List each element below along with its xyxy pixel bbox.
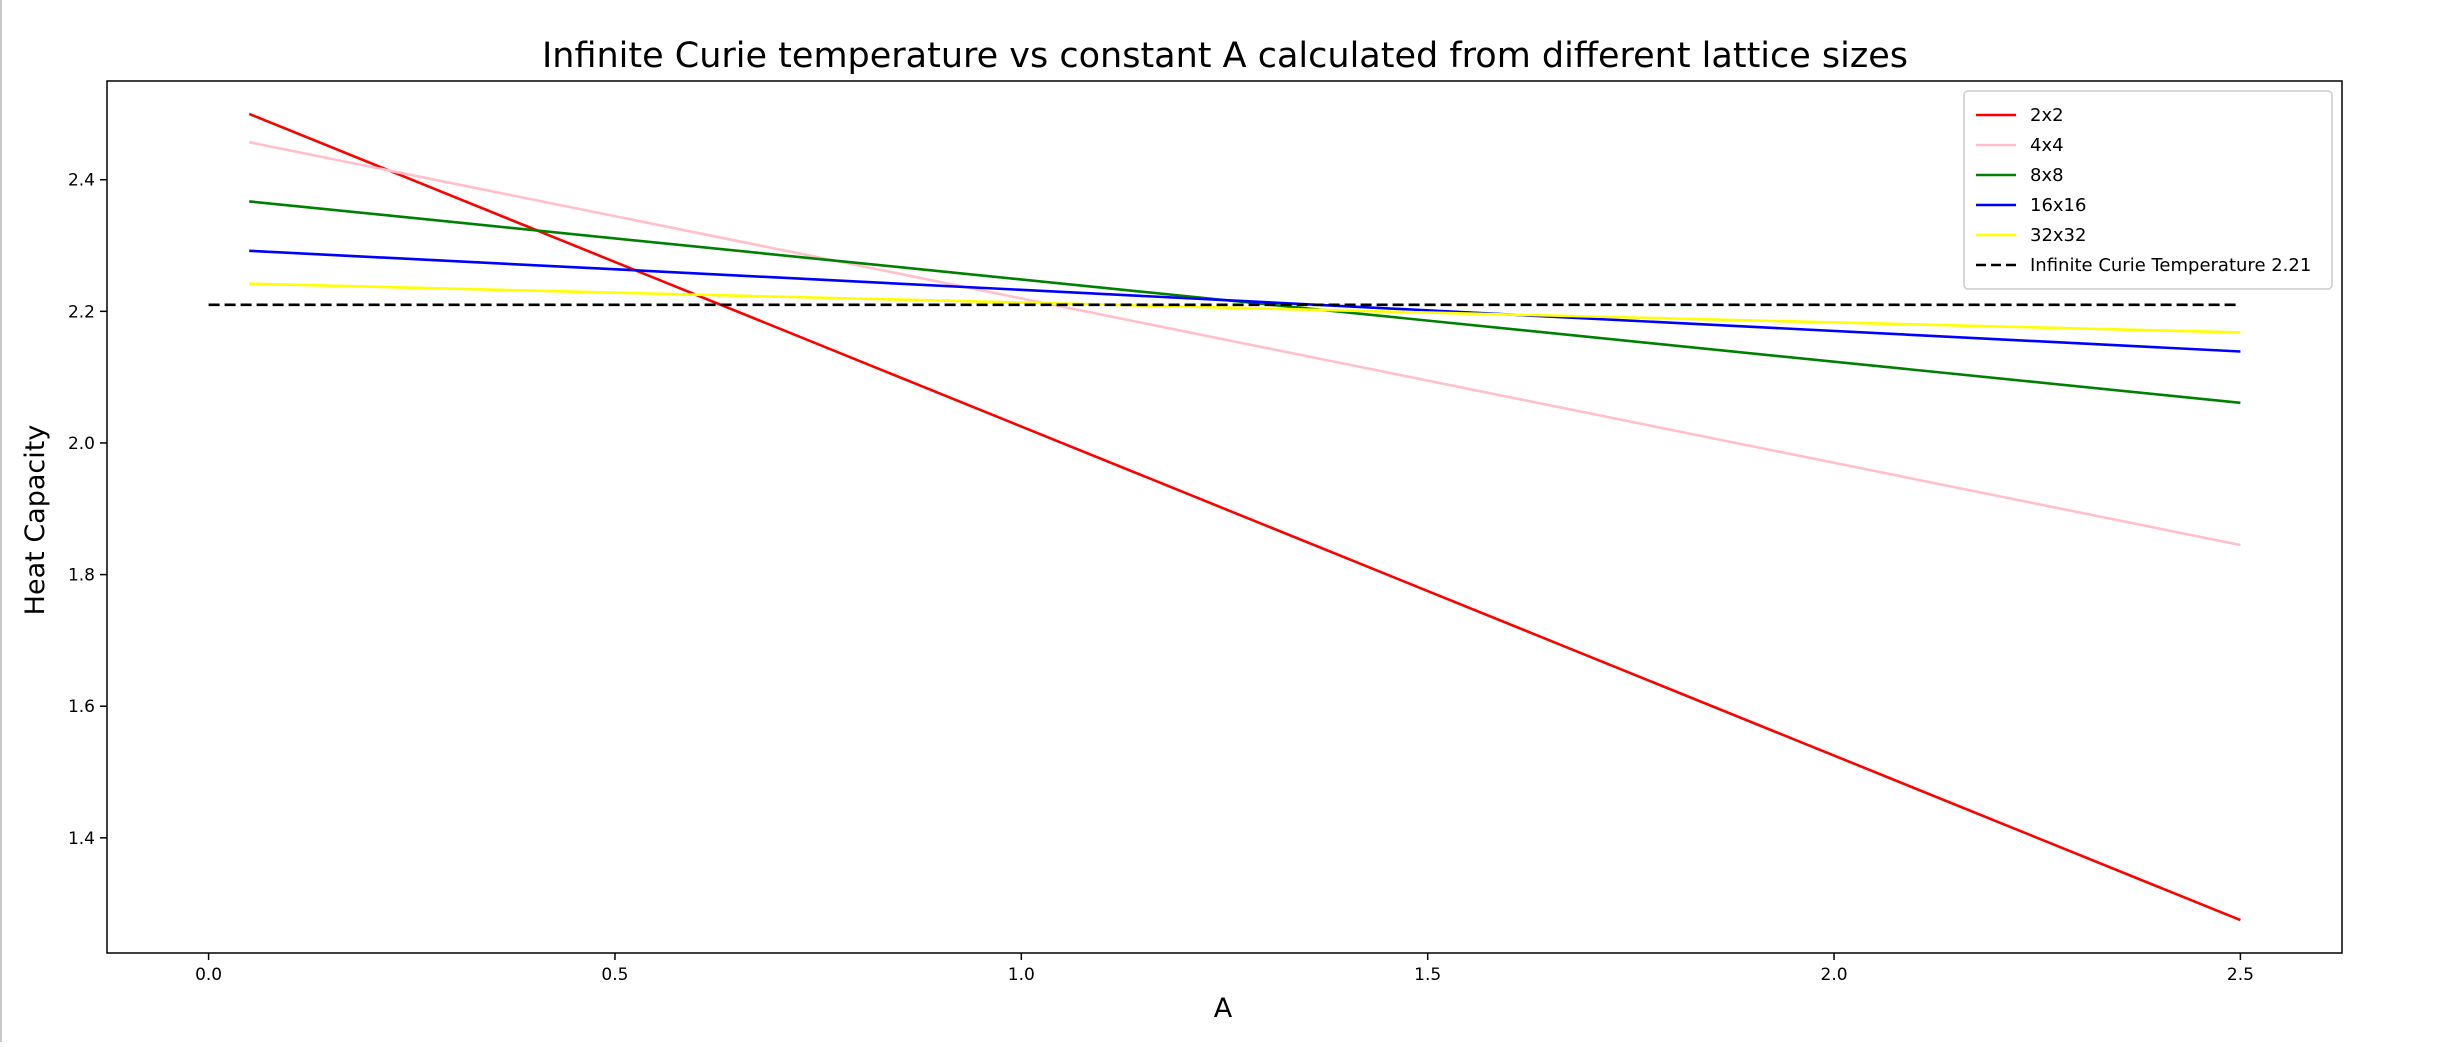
series-line-2x2 [248,112,2241,922]
legend-label: Infinite Curie Temperature 2.21 [2030,255,2311,276]
x-tick-label: 2.0 [1821,965,1848,985]
legend: 2x2 4x4 8x8 16x16 32x32 Infinite Curie Temper… [1963,90,2333,290]
series-line-16x16 [249,249,2241,353]
x-tick-label: 1.5 [1414,965,1441,985]
legend-label: 2x2 [2030,105,2064,126]
legend-box [1963,90,2333,290]
legend-label: 4x4 [2030,135,2064,156]
y-tick-label: 1.4 [68,829,95,849]
series-line-4x4 [248,140,2241,547]
y-tick-label: 2.2 [68,302,95,322]
legend-label: 16x16 [2030,195,2086,216]
x-tick-label: 0.5 [601,965,628,985]
legend-label: 8x8 [2030,165,2064,186]
y-axis-label: Heat Capacity [20,425,51,616]
x-axis-label: A [1214,993,1233,1024]
series-line-32x32 [249,282,2241,334]
chart-title: Infinite Curie temperature vs constant A… [542,36,1908,76]
x-tick-label: 2.5 [2227,965,2254,985]
x-tick-label: 0.0 [195,965,222,985]
figure-left-border [0,0,2,1042]
y-tick-label: 2.0 [68,434,95,454]
legend-label: 32x32 [2030,225,2086,246]
plot-area: 0.0 0.5 1.0 1.5 2.0 2.5 1.4 1.6 1.8 2.0 2.2 2.4 [68,80,2343,985]
plot-frame [106,80,2343,954]
y-tick-label: 1.6 [68,697,95,717]
y-tick-label: 2.4 [68,171,95,191]
y-tick-label: 1.8 [68,566,95,586]
x-tick-label: 1.0 [1008,965,1035,985]
